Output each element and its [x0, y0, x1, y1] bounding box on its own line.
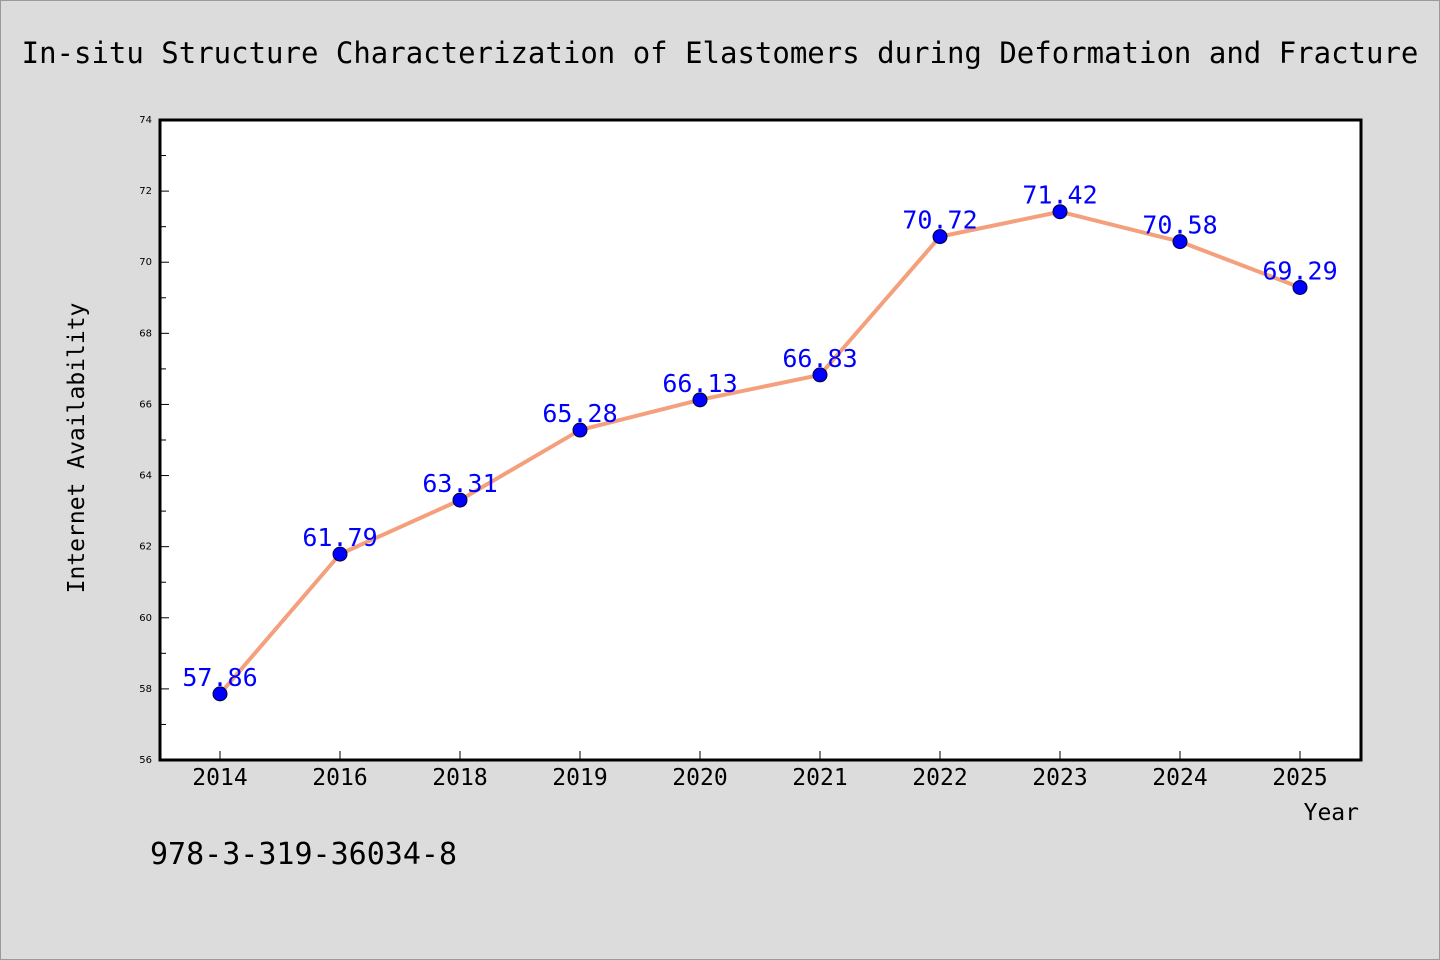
data-label: 69.29: [1262, 256, 1337, 285]
y-tick-label: 64: [139, 471, 152, 482]
y-tick-label: 56: [139, 755, 152, 766]
data-point: [1292, 279, 1308, 295]
x-tick-label: 2016: [312, 765, 367, 791]
series-group: 57.86 61.79 63.31 65.28 66.13 66.83 70.72 71.42…: [182, 181, 1338, 702]
data-point: [692, 392, 708, 408]
data-point: [1052, 204, 1068, 220]
y-tick-label: 74: [139, 115, 152, 126]
x-axis-label: Year: [1304, 800, 1359, 826]
x-axis-ticks: [219, 751, 1301, 760]
data-label: 57.86: [182, 663, 257, 692]
x-tick-label: 2021: [792, 765, 847, 791]
y-axis-ticks: [160, 119, 169, 761]
y-axis-label: Internet Availability: [64, 303, 90, 594]
y-tick-label: 68: [139, 328, 152, 339]
x-tick-label: 2018: [432, 765, 487, 791]
data-label: 66.13: [662, 369, 737, 398]
data-point: [572, 422, 588, 438]
x-axis-tick-labels: 2014 2016 2018 2019 2020 2021 2022 2023 2024 2025: [192, 765, 1327, 791]
x-tick-label: 2025: [1272, 765, 1327, 791]
x-tick-label: 2014: [192, 765, 247, 791]
y-tick-label: 60: [139, 613, 152, 624]
y-tick-label: 58: [139, 684, 152, 695]
data-label: 71.42: [1022, 181, 1097, 210]
data-label: 63.31: [422, 469, 497, 498]
y-tick-label: 70: [139, 257, 152, 268]
data-point: [1172, 234, 1188, 250]
plot-area: [158, 118, 1363, 762]
data-label: 61.79: [302, 523, 377, 552]
data-label: 65.28: [542, 399, 617, 428]
data-point: [212, 686, 228, 702]
series-line: [218, 209, 1302, 696]
x-tick-label: 2024: [1152, 765, 1207, 791]
data-point: [812, 367, 828, 383]
data-point: [332, 546, 348, 562]
y-axis-tick-labels: 56 58 60 62 64 66 68 70 72 74: [139, 115, 152, 766]
data-point: [932, 229, 948, 245]
chart-title: In-situ Structure Characterization of El…: [22, 36, 1419, 70]
x-tick-label: 2019: [552, 765, 607, 791]
isbn-text: 978-3-319-36034-8: [150, 837, 457, 872]
data-label: 66.83: [782, 344, 857, 373]
x-tick-label: 2022: [912, 765, 967, 791]
y-tick-label: 66: [139, 399, 152, 410]
data-label: 70.58: [1142, 211, 1217, 240]
y-tick-label: 62: [139, 542, 152, 553]
x-tick-label: 2023: [1032, 765, 1087, 791]
data-label: 70.72: [902, 206, 977, 235]
y-tick-label: 72: [139, 186, 152, 197]
data-point: [452, 492, 468, 508]
x-tick-label: 2020: [672, 765, 727, 791]
